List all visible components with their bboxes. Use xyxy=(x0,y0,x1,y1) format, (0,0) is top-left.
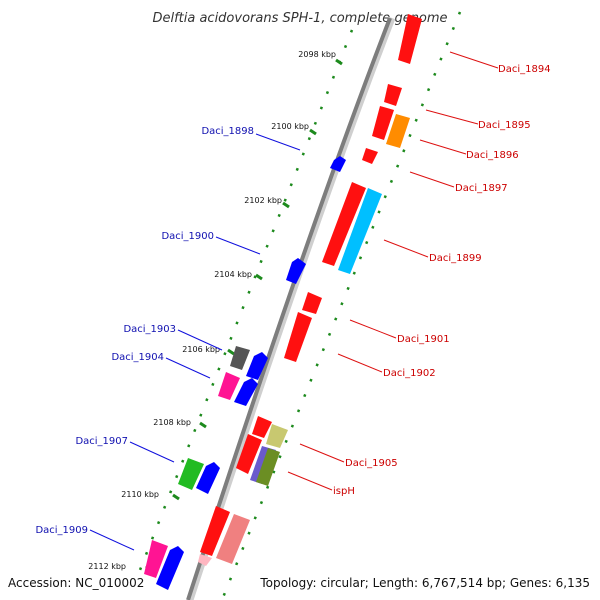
leader-daci-1895 xyxy=(425,109,479,125)
gene-daci-1909-partner[interactable] xyxy=(156,546,184,590)
outer-tick-track xyxy=(220,11,462,600)
leader-daci-1896 xyxy=(419,139,467,155)
leader-isph xyxy=(287,471,333,491)
gene-daci-1904-partner[interactable] xyxy=(234,378,258,406)
leader-daci-1897 xyxy=(409,171,455,188)
gene-daci-1907[interactable] xyxy=(178,458,204,490)
gene-unlabeled-c[interactable] xyxy=(198,554,212,566)
gene-daci-1894[interactable] xyxy=(398,14,422,64)
label-daci-1905[interactable]: Daci_1905 xyxy=(345,458,398,469)
leader-daci-1898 xyxy=(255,133,301,151)
label-isph[interactable]: ispH xyxy=(333,486,355,497)
gene-daci-1907-partner[interactable] xyxy=(196,462,220,494)
gene-isph[interactable] xyxy=(256,448,280,486)
gene-daci-1909[interactable] xyxy=(144,540,168,578)
leader-daci-1894 xyxy=(449,51,499,69)
label-daci-1903[interactable]: Daci_1903 xyxy=(123,324,176,335)
tick-label: 2110 kbp xyxy=(121,490,159,499)
map-title: Delftia acidovorans SPH-1, complete geno… xyxy=(152,11,447,26)
leader-daci-1902 xyxy=(337,353,383,373)
forward-strand-genes xyxy=(198,14,422,566)
gene-daci-1905[interactable] xyxy=(236,434,262,474)
leader-daci-1904 xyxy=(165,357,211,379)
gene-daci-1896[interactable] xyxy=(386,114,410,148)
reverse-strand-genes xyxy=(144,156,346,590)
tick-mark xyxy=(199,421,207,429)
gene-daci-1903[interactable] xyxy=(230,346,250,370)
tick-label: 2098 kbp xyxy=(298,50,336,59)
gene-unlabeled-b[interactable] xyxy=(216,514,250,564)
gene-daci-1899-alt[interactable] xyxy=(338,188,382,274)
gene-daci-1897[interactable] xyxy=(362,148,378,164)
leader-daci-1909 xyxy=(89,529,135,551)
label-daci-1909[interactable]: Daci_1909 xyxy=(35,525,88,536)
tick-label: 2102 kbp xyxy=(244,196,282,205)
label-daci-1902[interactable]: Daci_1902 xyxy=(383,368,436,379)
tick-mark xyxy=(227,348,235,356)
label-daci-1898[interactable]: Daci_1898 xyxy=(201,126,254,137)
label-daci-1899[interactable]: Daci_1899 xyxy=(429,253,482,264)
leader-daci-1901 xyxy=(349,319,397,339)
tick-label: 2108 kbp xyxy=(153,418,191,427)
tick-mark xyxy=(335,58,343,66)
left-gene-labels: Daci_1898 Daci_1900 Daci_1903 Daci_1904 … xyxy=(35,126,254,536)
gene-daci-1895-a[interactable] xyxy=(384,84,402,106)
gene-unlabeled-a[interactable] xyxy=(200,506,230,556)
leader-daci-1900 xyxy=(215,236,261,255)
label-daci-1907[interactable]: Daci_1907 xyxy=(75,436,128,447)
gene-daci-1898[interactable] xyxy=(330,156,346,172)
right-leader-lines xyxy=(287,51,499,491)
gene-daci-1899[interactable] xyxy=(322,182,366,266)
right-gene-labels: Daci_1894 Daci_1895 Daci_1896 Daci_1897 … xyxy=(333,64,551,497)
gene-daci-1905-a[interactable] xyxy=(252,416,272,438)
gene-daci-1903-partner[interactable] xyxy=(246,352,268,380)
tick-label: 2112 kbp xyxy=(88,562,126,571)
leader-daci-1903 xyxy=(177,329,223,351)
label-daci-1895[interactable]: Daci_1895 xyxy=(478,120,531,131)
accession-text: Accession: NC_010002 xyxy=(8,576,144,590)
topology-text: Topology: circular; Length: 6,767,514 bp… xyxy=(259,576,590,590)
gene-daci-1901[interactable] xyxy=(302,292,322,314)
tick-mark xyxy=(255,273,263,281)
label-daci-1897[interactable]: Daci_1897 xyxy=(455,183,508,194)
label-daci-1900[interactable]: Daci_1900 xyxy=(161,231,214,242)
tick-labels: 2098 kbp 2100 kbp 2102 kbp 2104 kbp 2106… xyxy=(88,50,336,571)
label-daci-1894[interactable]: Daci_1894 xyxy=(498,64,551,75)
tick-mark xyxy=(172,493,180,501)
tick-mark xyxy=(282,201,290,209)
gene-daci-1895[interactable] xyxy=(372,106,394,140)
gene-daci-1902[interactable] xyxy=(284,312,312,362)
gene-daci-1904[interactable] xyxy=(218,372,240,400)
leader-daci-1905 xyxy=(299,443,345,463)
leader-daci-1899 xyxy=(383,239,429,258)
tick-mark xyxy=(309,128,317,136)
tick-label: 2104 kbp xyxy=(214,270,252,279)
leader-daci-1907 xyxy=(129,441,175,463)
gene-daci-1900[interactable] xyxy=(286,258,306,284)
gene-daci-1905-b[interactable] xyxy=(266,424,288,448)
label-daci-1896[interactable]: Daci_1896 xyxy=(466,150,519,161)
label-daci-1901[interactable]: Daci_1901 xyxy=(397,334,450,345)
tick-label: 2100 kbp xyxy=(271,122,309,131)
label-daci-1904[interactable]: Daci_1904 xyxy=(111,352,164,363)
tick-label: 2106 kbp xyxy=(182,345,220,354)
left-leader-lines xyxy=(89,133,301,551)
